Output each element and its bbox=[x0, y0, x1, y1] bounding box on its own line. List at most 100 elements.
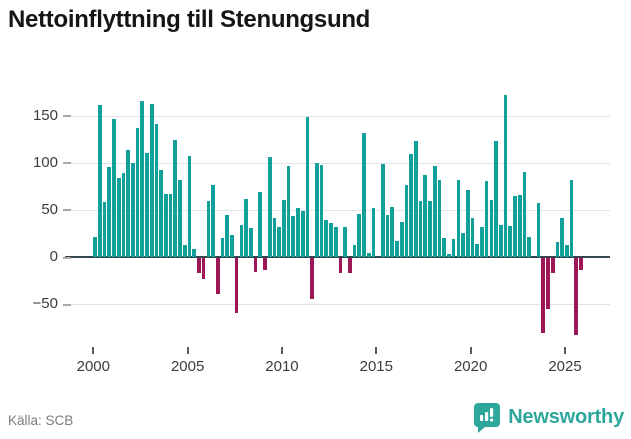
bar-2012-Q1 bbox=[319, 164, 324, 257]
bar-2013-Q1 bbox=[338, 258, 343, 273]
bar-2007-Q2 bbox=[230, 235, 234, 257]
bar-2000-Q3 bbox=[102, 202, 107, 257]
bar-2024-Q1 bbox=[546, 258, 550, 310]
bar-2000-Q4 bbox=[107, 167, 112, 257]
bar-2014-Q2 bbox=[362, 132, 366, 257]
bar-2001-Q3 bbox=[121, 173, 126, 257]
x-axis-tick-2025 bbox=[564, 347, 566, 354]
bar-2008-Q3 bbox=[253, 258, 258, 272]
y-axis-label: 50 bbox=[41, 200, 58, 218]
bar-2009-Q1 bbox=[263, 258, 267, 270]
bar-2004-Q1 bbox=[168, 193, 173, 257]
x-axis-label-2025: 2025 bbox=[548, 358, 582, 375]
x-axis-label-2000: 2000 bbox=[76, 358, 110, 375]
bar-2024-Q3 bbox=[555, 241, 560, 257]
bar-2016-Q2 bbox=[399, 222, 404, 257]
bar-2020-Q3 bbox=[480, 226, 484, 257]
bar-2016-Q3 bbox=[404, 185, 409, 257]
x-axis-label-2020: 2020 bbox=[453, 358, 488, 375]
bar-2011-Q4 bbox=[314, 162, 319, 257]
x-axis-tick-2005 bbox=[186, 347, 189, 354]
bar-2025-Q2 bbox=[569, 179, 574, 257]
bar-2006-Q4 bbox=[220, 238, 225, 257]
x-axis-tick-2000 bbox=[92, 347, 95, 354]
bar-2001-Q2 bbox=[116, 177, 121, 257]
x-axis-tick-2020 bbox=[469, 347, 472, 354]
bar-2011-Q3 bbox=[310, 258, 314, 299]
bar-2001-Q1 bbox=[112, 119, 116, 257]
bar-2002-Q2 bbox=[135, 127, 140, 257]
gridline--50 bbox=[65, 304, 610, 306]
bar-2005-Q4 bbox=[201, 258, 206, 280]
bar-2018-Q4 bbox=[447, 254, 451, 257]
bar-2018-Q2 bbox=[437, 179, 442, 257]
y-axis-tick bbox=[63, 115, 71, 118]
bar-2013-Q4 bbox=[352, 244, 357, 257]
bar-2007-Q4 bbox=[239, 224, 244, 257]
bar-2021-Q1 bbox=[489, 200, 494, 257]
y-axis-label: 150 bbox=[32, 106, 58, 124]
bar-2020-Q4 bbox=[484, 180, 489, 257]
bar-2012-Q2 bbox=[324, 220, 329, 257]
bar-2010-Q1 bbox=[281, 200, 286, 257]
bar-2025-Q3 bbox=[574, 258, 579, 335]
bar-2023-Q3 bbox=[536, 203, 541, 257]
bar-2007-Q3 bbox=[234, 258, 239, 314]
x-axis-label-2005: 2005 bbox=[170, 358, 205, 375]
y-axis-tick bbox=[63, 209, 71, 212]
y-axis-tick bbox=[63, 162, 71, 165]
bar-2020-Q2 bbox=[475, 243, 480, 257]
bar-2015-Q4 bbox=[390, 207, 395, 257]
zero-baseline bbox=[65, 256, 610, 259]
bar-2004-Q3 bbox=[178, 179, 182, 257]
bar-2022-Q4 bbox=[522, 172, 527, 257]
bar-2008-Q1 bbox=[244, 198, 248, 257]
bar-2009-Q4 bbox=[277, 226, 281, 257]
bar-2025-Q1 bbox=[565, 244, 569, 257]
bar-2009-Q2 bbox=[267, 157, 272, 257]
bar-2010-Q4 bbox=[296, 207, 300, 257]
bar-2017-Q4 bbox=[428, 201, 432, 257]
bar-2004-Q4 bbox=[182, 244, 187, 257]
bar-2011-Q1 bbox=[300, 210, 305, 257]
bar-2011-Q2 bbox=[305, 117, 310, 257]
bar-2014-Q4 bbox=[371, 207, 376, 257]
bar-2000-Q2 bbox=[98, 105, 102, 257]
bar-2022-Q2 bbox=[513, 195, 517, 257]
bar-2002-Q3 bbox=[140, 101, 145, 257]
bar-2005-Q3 bbox=[197, 258, 201, 274]
bar-2021-Q2 bbox=[494, 141, 498, 257]
bar-2002-Q1 bbox=[131, 162, 135, 257]
bar-2003-Q2 bbox=[154, 124, 159, 257]
bar-2012-Q4 bbox=[333, 226, 338, 257]
bar-2019-Q1 bbox=[451, 239, 456, 257]
bar-2021-Q4 bbox=[503, 94, 508, 257]
bar-2010-Q3 bbox=[291, 216, 296, 257]
bar-2001-Q4 bbox=[126, 150, 130, 257]
bar-2003-Q1 bbox=[149, 104, 154, 257]
bar-2015-Q3 bbox=[385, 214, 390, 257]
bar-2003-Q3 bbox=[159, 170, 164, 257]
newsworthy-logo-text: Newsworthy bbox=[508, 406, 624, 428]
newsworthy-logo-link[interactable]: Newsworthy bbox=[473, 402, 624, 433]
bar-2017-Q1 bbox=[414, 141, 418, 257]
gridline-100 bbox=[65, 162, 610, 164]
gridline-150 bbox=[65, 115, 610, 117]
bar-2018-Q3 bbox=[442, 238, 447, 257]
bar-2000-Q1 bbox=[93, 237, 97, 257]
bar-2016-Q4 bbox=[409, 154, 414, 257]
y-axis-label: −50 bbox=[32, 295, 58, 313]
bar-2009-Q3 bbox=[272, 218, 277, 257]
bar-2017-Q2 bbox=[418, 201, 423, 257]
bar-2013-Q3 bbox=[348, 258, 352, 273]
y-axis-label: 100 bbox=[32, 153, 58, 171]
chart-title: Nettoinflyttning till Stenungsund bbox=[8, 6, 371, 33]
gridline-50 bbox=[65, 209, 610, 211]
newsworthy-badge-icon bbox=[473, 402, 501, 433]
bar-2019-Q4 bbox=[465, 190, 470, 257]
bar-2025-Q4 bbox=[579, 258, 583, 270]
bar-2022-Q3 bbox=[517, 194, 522, 257]
bar-2019-Q2 bbox=[456, 179, 461, 257]
bar-2016-Q1 bbox=[395, 240, 399, 257]
